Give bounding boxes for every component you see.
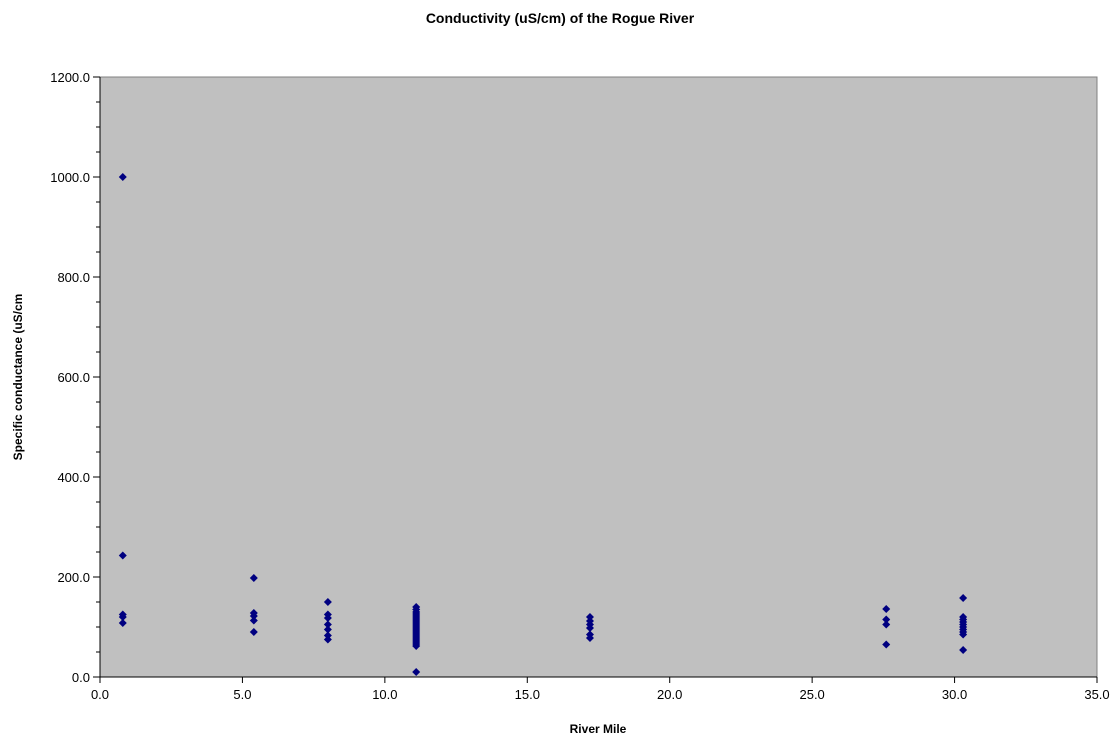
axes: 0.0 200.0 400.0 600.0 800.0 1000.0 1200.0 0.0 5.… xyxy=(50,70,1109,702)
data-point xyxy=(323,635,332,644)
plot-area xyxy=(99,76,1098,678)
data-point xyxy=(959,594,968,602)
x-tick-label: 5.0 xyxy=(233,687,251,702)
data-point xyxy=(882,640,891,649)
data-point xyxy=(959,646,968,654)
data-point xyxy=(118,173,127,181)
x-tick-label: 35.0 xyxy=(1084,687,1109,702)
x-tick-label: 30.0 xyxy=(942,687,967,702)
data-point xyxy=(118,613,127,621)
y-axis-title: Specific conductance (uS/cm xyxy=(11,294,25,461)
data-point xyxy=(882,605,891,613)
data-point xyxy=(118,619,127,627)
y-tick-label: 200.0 xyxy=(57,570,90,585)
chart-title: Conductivity (uS/cm) of the Rogue River xyxy=(426,10,695,26)
data-point xyxy=(882,620,891,629)
data-point xyxy=(412,668,421,676)
data-point xyxy=(412,642,421,650)
data-point xyxy=(249,628,258,636)
y-tick-label: 400.0 xyxy=(57,470,90,485)
y-tick-label: 600.0 xyxy=(57,370,90,385)
x-axis-title: River Mile xyxy=(570,722,627,736)
data-point xyxy=(249,612,258,620)
x-tick-label: 0.0 xyxy=(91,687,109,702)
data-point xyxy=(323,625,332,634)
data-point xyxy=(249,574,258,582)
y-tick-label: 1200.0 xyxy=(50,70,90,85)
y-tick-label: 0.0 xyxy=(72,670,90,685)
x-tick-label: 15.0 xyxy=(515,687,540,702)
x-tick-label: 25.0 xyxy=(799,687,824,702)
data-point xyxy=(323,614,332,622)
data-points xyxy=(118,173,968,676)
x-tick-label: 10.0 xyxy=(372,687,397,702)
data-point xyxy=(585,624,594,632)
data-point xyxy=(323,598,332,606)
data-point xyxy=(249,616,258,625)
data-point xyxy=(118,551,127,560)
data-point xyxy=(882,615,891,624)
data-point xyxy=(959,630,968,639)
y-tick-label: 1000.0 xyxy=(50,170,90,185)
data-point xyxy=(323,620,332,629)
x-tick-label: 20.0 xyxy=(657,687,682,702)
y-tick-label: 800.0 xyxy=(57,270,90,285)
data-point xyxy=(585,634,594,642)
